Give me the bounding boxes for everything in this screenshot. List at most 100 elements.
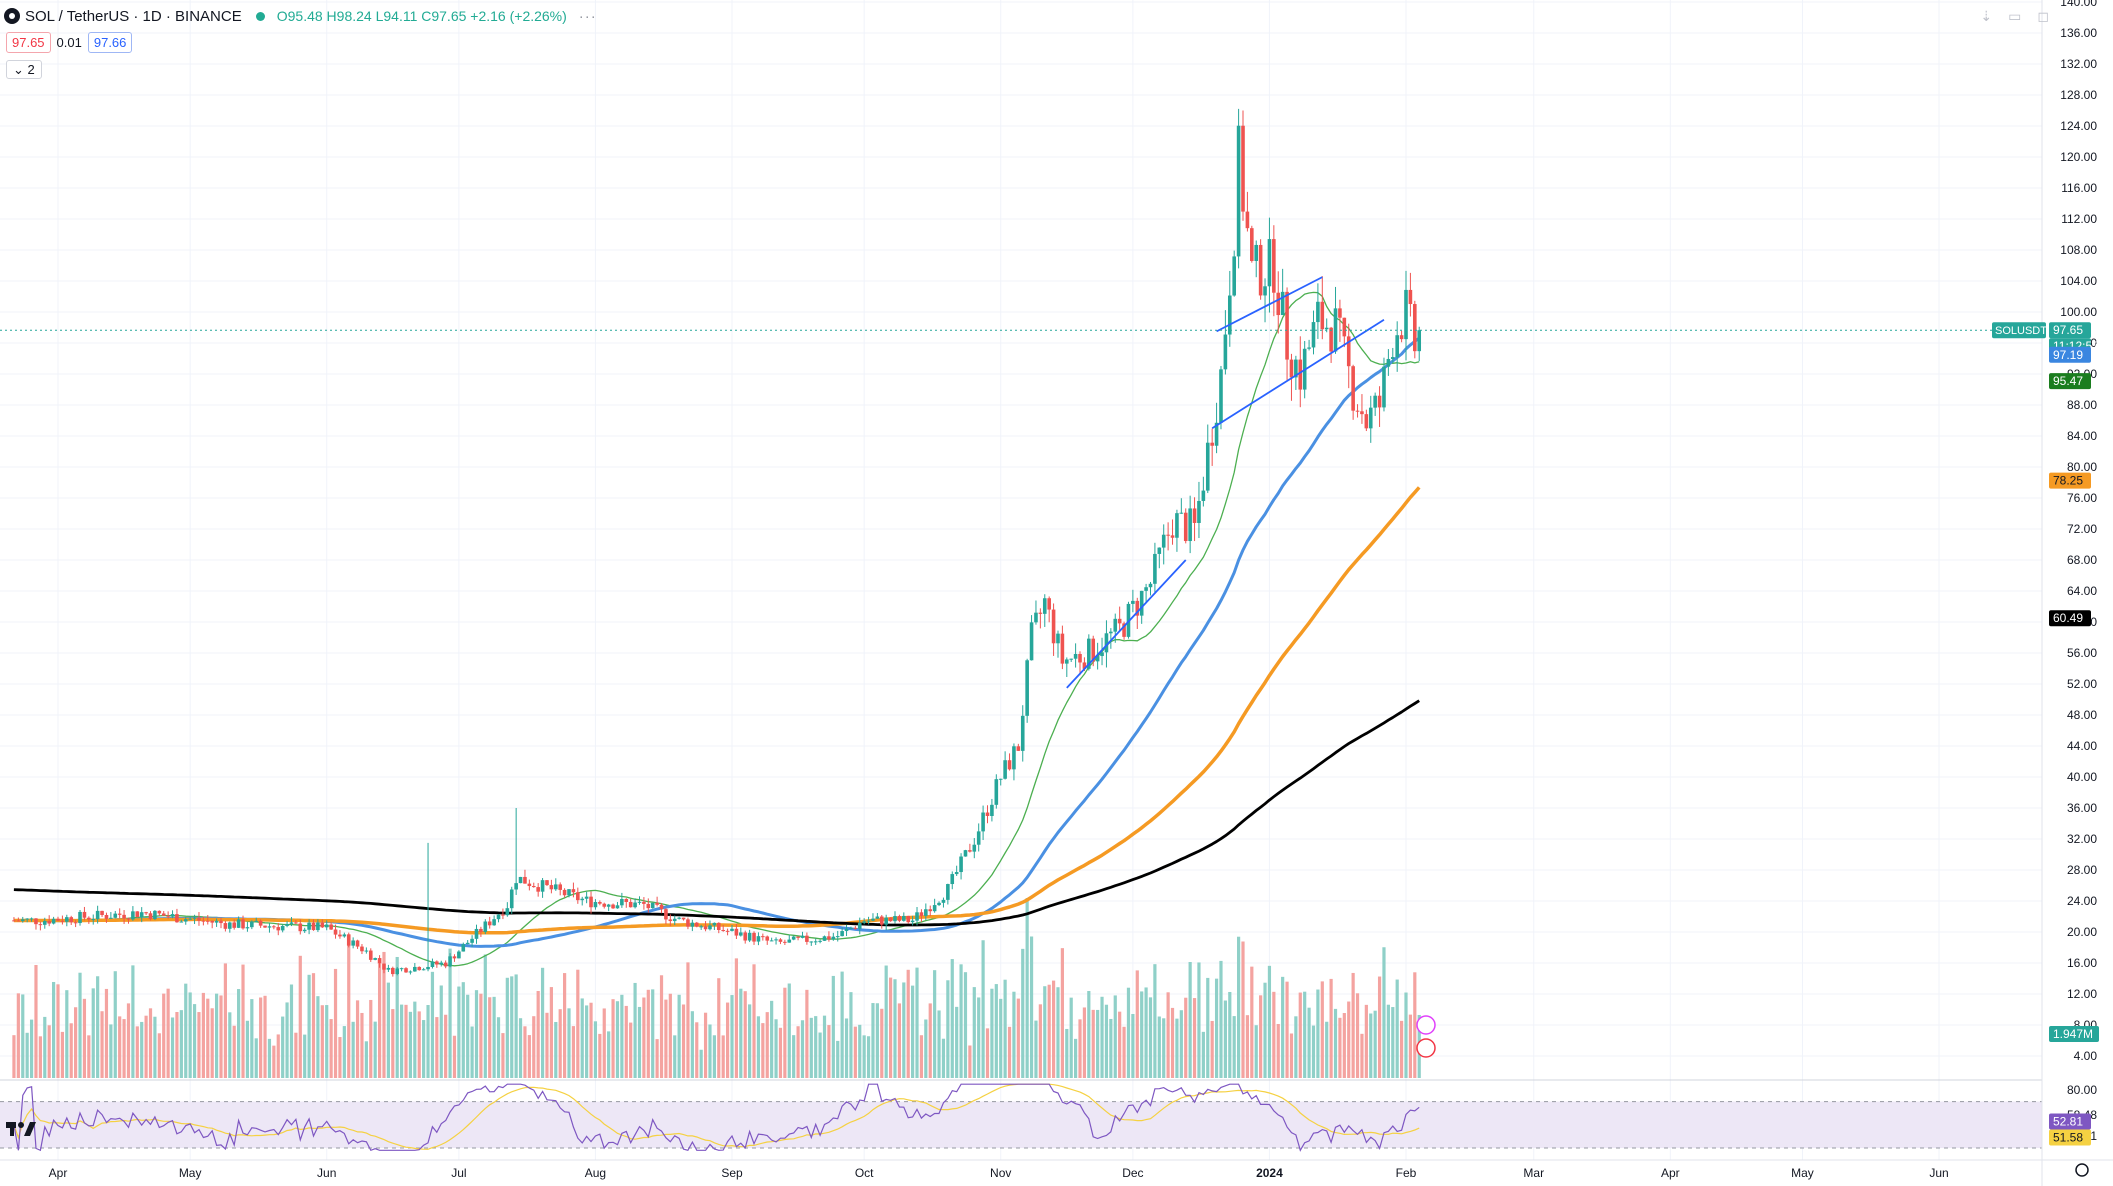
candle-body [382,963,386,970]
volume-bar [1369,1013,1373,1078]
volume-bar [281,1016,285,1078]
volume-bar [1166,992,1170,1078]
volume-bar [518,1018,523,1078]
volume-bar [1377,976,1382,1078]
volume-bar [778,1027,783,1078]
volume-bar [232,1025,236,1078]
trendline [1066,559,1187,689]
candle-body [681,917,686,920]
volume-bar [981,940,985,1078]
volume-bar [1245,1015,1250,1078]
volume-bar [259,997,263,1078]
volume-bar [43,1016,47,1078]
volume-bar [1201,1031,1205,1078]
volume-bar [122,1019,126,1078]
candle-body [633,902,637,908]
candle-body [307,922,311,930]
collapse-icon[interactable]: ▭ [2008,8,2022,24]
down-arrow-icon[interactable]: ⇣ [1980,8,1993,24]
volume-bar [756,1016,761,1078]
candle-body [615,905,620,909]
volume-bar [1263,982,1267,1078]
volume-bar [629,1022,633,1078]
candle-body [170,914,175,917]
volume-bar [875,1003,879,1078]
volume-bar [272,1045,276,1078]
candle-body [981,812,985,832]
volume-bar [364,1041,368,1078]
volume-bar [1214,978,1219,1078]
volume-bar [633,982,637,1078]
candle-body [1064,659,1069,664]
volume-bar [1232,1016,1236,1078]
time-tick-label: Apr [49,1166,68,1180]
volume-bar [250,999,254,1078]
volume-bar [263,995,267,1078]
candle-body [175,914,179,923]
candle-body [1087,638,1091,669]
buy-button[interactable]: 97.66 [87,32,133,53]
volume-bar [1078,1019,1082,1078]
volume-bar [12,1035,16,1078]
candle-body [1355,410,1360,412]
time-tick-label: Apr [1661,1166,1680,1180]
candle-body [708,925,712,930]
volume-bar [858,1024,862,1078]
candle-body [1183,512,1188,542]
candle-body [210,920,214,923]
candle-body [479,928,483,932]
volume-bar [937,1010,941,1078]
price-tick-label: 64.00 [2067,584,2097,598]
rsi-tag: 52.81 [2049,1113,2091,1130]
volume-bar [1399,1020,1404,1078]
price-tick-label: 24.00 [2067,894,2097,908]
price-tick-label: 76.00 [2067,491,2097,505]
volume-bar [228,1012,232,1078]
rsi-ma-tag: 51.58 [2049,1129,2091,1146]
symbol-title[interactable]: SOL / TetherUS · 1D · BINANCE [25,7,242,25]
candle-body [435,961,439,965]
candle-body [153,910,157,920]
sell-button[interactable]: 97.65 [6,32,51,53]
candle-body [1091,638,1096,662]
candle-body [1267,239,1272,287]
ma200-tag: 60.49 [2049,610,2091,627]
price-tick-label: 136.00 [2060,26,2097,40]
volume-bar [505,977,509,1078]
volume-bar [853,1026,857,1078]
candle-body [439,962,444,965]
volume-tag-text: 1.947M [2053,1027,2093,1041]
candle-body [430,961,435,967]
volume-bar [316,996,320,1078]
candle-body [245,927,250,929]
volume-bar [74,1007,78,1078]
candle-body [324,924,329,928]
more-options-icon[interactable]: ··· [578,7,597,25]
indicators-toggle-button[interactable]: ⌄ 2 [6,60,42,79]
candle-body [1122,623,1126,637]
volume-bar [514,974,518,1078]
maximize-icon[interactable]: ◻ [2037,8,2049,24]
volume-bar [60,1031,65,1078]
volume-bar [915,967,919,1078]
volume-bar [153,1016,157,1078]
price-tick-label: 68.00 [2067,553,2097,567]
candle-body [51,918,56,924]
volume-bar [1091,1009,1095,1078]
candle-body [320,922,325,928]
volume-bar [1060,948,1064,1078]
candle-body [1170,535,1175,538]
candle-body [395,968,400,975]
candle-body [501,914,505,916]
candle-body [523,876,527,884]
volume-bar [844,1018,849,1078]
rsi-tag-text: 52.81 [2053,1115,2083,1129]
candle-body [192,917,197,919]
candle-body [1280,291,1285,316]
volume-bar [536,990,540,1078]
volume-bar [21,994,25,1078]
candle-body [686,919,690,927]
volume-bar [655,1039,659,1078]
candle-body [1095,656,1100,662]
